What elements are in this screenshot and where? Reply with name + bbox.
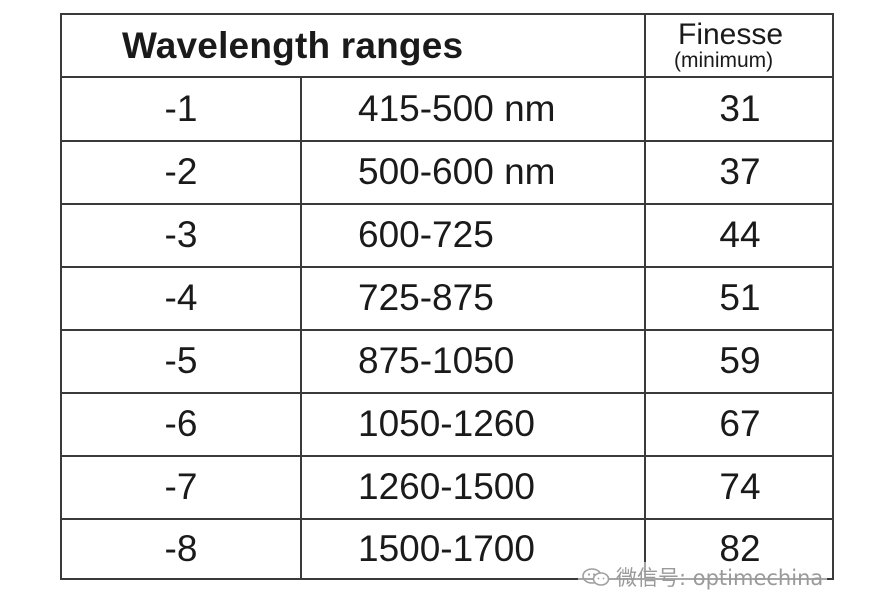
wechat-icon xyxy=(582,568,610,586)
row-finesse: 31 xyxy=(719,87,761,129)
column-divider-range xyxy=(300,77,302,578)
row-finesse: 51 xyxy=(719,277,761,318)
row-index: -2 xyxy=(164,151,198,192)
row-divider xyxy=(62,518,832,520)
row-divider xyxy=(62,266,832,268)
row-index: -7 xyxy=(164,466,198,507)
row-range: 1500-1700 xyxy=(358,527,535,569)
header-wavelength-ranges: Wavelength ranges xyxy=(122,25,464,66)
row-range: 725-875 xyxy=(358,277,494,318)
row-divider xyxy=(62,140,832,142)
row-finesse: 74 xyxy=(719,466,761,507)
row-index: -5 xyxy=(164,340,198,381)
row-finesse: 37 xyxy=(719,151,761,192)
row-range: 600-725 xyxy=(358,214,494,255)
watermark: 微信号: optimechina xyxy=(578,562,828,592)
row-divider xyxy=(62,203,832,205)
row-index: -3 xyxy=(164,214,198,255)
header-finesse-label: Finesse xyxy=(678,18,784,51)
row-index: -1 xyxy=(164,87,198,129)
row-range: 1260-1500 xyxy=(358,466,535,507)
watermark-text: 微信号: optimechina xyxy=(616,566,824,590)
row-range: 500-600 nm xyxy=(358,151,556,192)
row-finesse: 82 xyxy=(719,527,761,569)
row-divider xyxy=(62,329,832,331)
header-finesse-sub: (minimum) xyxy=(674,49,774,72)
row-index: -8 xyxy=(164,527,198,569)
row-divider xyxy=(62,76,832,78)
row-range: 875-1050 xyxy=(358,340,515,381)
header-finesse: Finesse (minimum) xyxy=(646,15,832,77)
row-index: -6 xyxy=(164,403,198,444)
row-range: 415-500 nm xyxy=(358,87,556,129)
wavelength-table: Wavelength ranges Finesse (minimum) -1 4… xyxy=(60,13,834,580)
column-divider-finesse xyxy=(644,15,646,578)
row-finesse: 59 xyxy=(719,340,761,381)
row-divider xyxy=(62,455,832,457)
row-finesse: 67 xyxy=(719,403,761,444)
row-range: 1050-1260 xyxy=(358,403,535,444)
row-index: -4 xyxy=(164,277,198,318)
row-finesse: 44 xyxy=(719,214,761,255)
row-divider xyxy=(62,392,832,394)
